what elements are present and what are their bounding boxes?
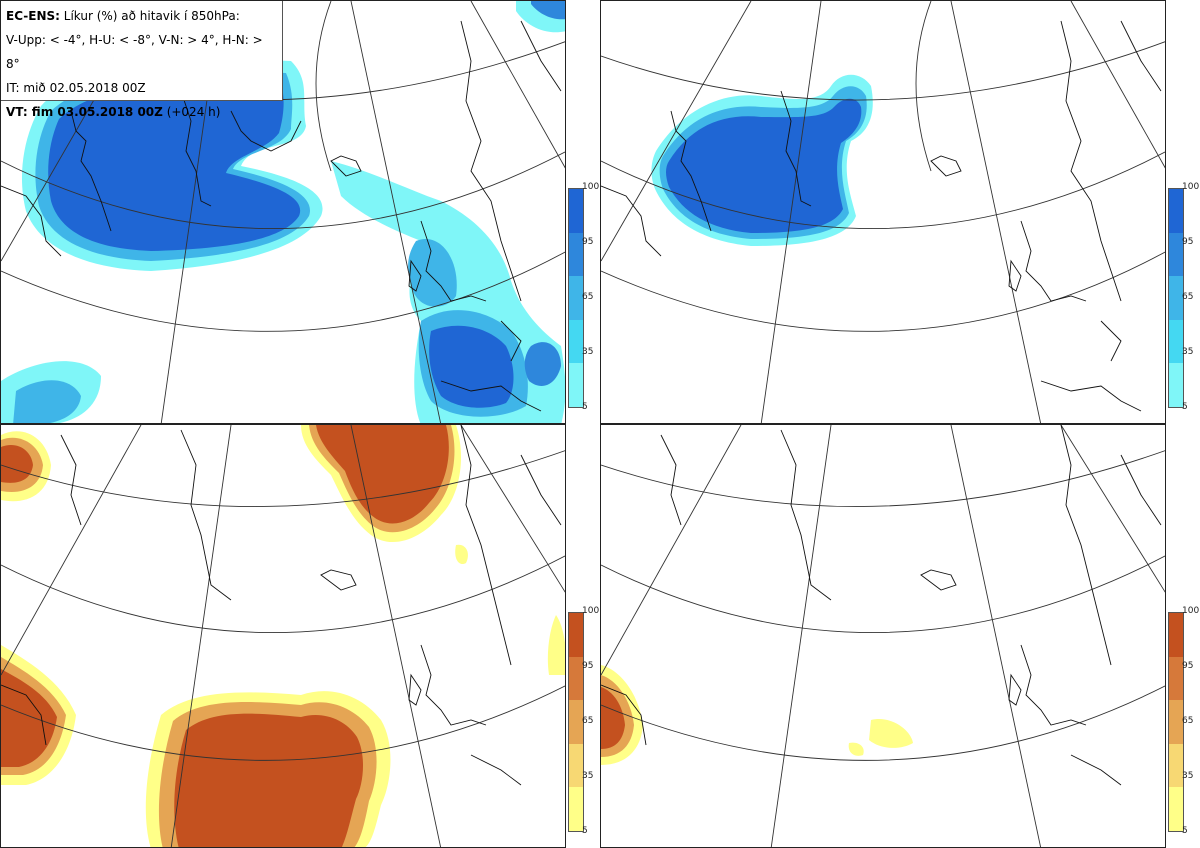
colorbar-segment <box>569 700 583 744</box>
colorbar-segment <box>1169 700 1183 744</box>
map-panel-warm-8 <box>600 424 1166 848</box>
colorbar-tick-label: 5 <box>582 402 588 412</box>
colorbar-tick-label: 65 <box>1182 716 1194 726</box>
colorbar-segment <box>1169 613 1183 657</box>
colorbar-segment <box>569 656 583 701</box>
coastlines <box>1 20 562 412</box>
colorbar-tick-label: 95 <box>1182 661 1194 671</box>
map-canvas <box>601 425 1165 847</box>
colorbar-segment <box>569 613 583 657</box>
probability-field <box>601 665 913 765</box>
colorbar-orange-3 <box>568 612 584 832</box>
graticule <box>601 425 1165 847</box>
colorbar-segment <box>1169 787 1183 831</box>
colorbar-segment <box>1169 232 1183 277</box>
colorbar-segment <box>569 232 583 277</box>
colorbar-tick-label: 95 <box>582 237 594 247</box>
probability-field <box>651 74 873 246</box>
lead-time-text: (+024 h) <box>162 105 221 119</box>
colorbar-tick-label: 95 <box>1182 237 1194 247</box>
colorbar-tick-label: 35 <box>1182 771 1194 781</box>
map-canvas <box>601 1 1165 423</box>
coastlines <box>601 20 1162 412</box>
probability-field <box>1 1 565 423</box>
colorbar-tick-label: 100 <box>1182 182 1200 192</box>
map-canvas <box>1 425 565 847</box>
coastlines <box>601 425 1162 786</box>
map-canvas <box>1 1 565 423</box>
colorbar-tick-label: 100 <box>582 606 600 616</box>
map-panel-cold-4: EC-ENS: Líkur (%) að hitavik í 850hPa: V… <box>0 0 566 424</box>
colorbar-segment <box>1169 656 1183 701</box>
thresholds-text: V-Upp: < -4°, H-U: < -8°, V-N: > 4°, H-N… <box>6 33 263 71</box>
colorbar-tick-label: 35 <box>1182 347 1194 357</box>
colorbar-segment <box>569 319 583 364</box>
title-description: Líkur (%) að hitavik í 850hPa: <box>59 9 240 23</box>
colorbar-blue-2 <box>1168 188 1184 408</box>
colorbar-tick-label: 65 <box>1182 292 1194 302</box>
colorbar-segment <box>569 363 583 407</box>
colorbar-segment <box>569 189 583 233</box>
colorbar-segment <box>1169 276 1183 320</box>
colorbar-orange-4 <box>1168 612 1184 832</box>
title-model: EC-ENS: <box>6 9 60 23</box>
colorbar-tick-label: 100 <box>1182 606 1200 616</box>
colorbar-segment <box>569 276 583 320</box>
colorbar-segment <box>1169 189 1183 233</box>
probability-field <box>1 425 565 847</box>
colorbar-tick-label: 100 <box>582 182 600 192</box>
valid-time-text: VT: fim 03.05.2018 00Z <box>6 105 163 119</box>
map-panel-cold-8 <box>600 0 1166 424</box>
colorbar-tick-label: 35 <box>582 771 594 781</box>
colorbar-tick-label: 65 <box>582 716 594 726</box>
colorbar-segment <box>569 743 583 788</box>
colorbar-tick-label: 5 <box>1182 826 1188 836</box>
colorbar-segment <box>1169 363 1183 407</box>
colorbar-blue-1 <box>568 188 584 408</box>
graticule <box>601 1 1165 423</box>
colorbar-tick-label: 35 <box>582 347 594 357</box>
init-time-text: IT: mið 02.05.2018 00Z <box>6 81 146 95</box>
map-title-box: EC-ENS: Líkur (%) að hitavik í 850hPa: V… <box>1 1 283 119</box>
colorbar-tick-label: 5 <box>582 826 588 836</box>
colorbar-tick-label: 5 <box>1182 402 1188 412</box>
colorbar-segment <box>1169 319 1183 364</box>
colorbar-tick-label: 95 <box>582 661 594 671</box>
graticule <box>1 425 565 847</box>
colorbar-segment <box>569 787 583 831</box>
coastlines <box>1 425 562 786</box>
map-panel-warm-4 <box>0 424 566 848</box>
colorbar-segment <box>1169 743 1183 788</box>
colorbar-tick-label: 65 <box>582 292 594 302</box>
